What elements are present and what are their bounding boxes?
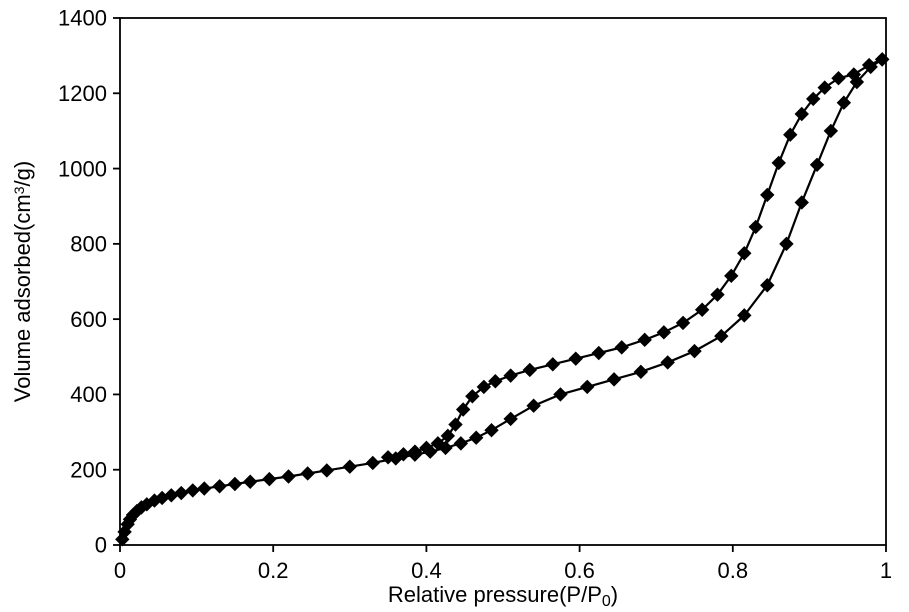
- svg-text:1400: 1400: [58, 6, 107, 31]
- svg-text:600: 600: [70, 307, 107, 332]
- isotherm-chart: 0 0.2 0.4 0.6 0.8 1 0 200 400 600 800 1000 1200 1400 R…: [0, 0, 909, 612]
- svg-text:0.6: 0.6: [564, 558, 595, 583]
- svg-text:0.8: 0.8: [718, 558, 749, 583]
- svg-text:400: 400: [70, 382, 107, 407]
- y-axis-label: Volume adsorbed(cm3/g): [10, 161, 35, 402]
- svg-text:0.4: 0.4: [411, 558, 442, 583]
- svg-text:0.2: 0.2: [258, 558, 289, 583]
- chart-svg: 0 0.2 0.4 0.6 0.8 1 0 200 400 600 800 1000 1200 1400 R…: [0, 0, 909, 612]
- svg-text:1000: 1000: [58, 156, 107, 181]
- svg-text:0: 0: [114, 558, 126, 583]
- svg-text:1: 1: [880, 558, 892, 583]
- svg-text:800: 800: [70, 232, 107, 257]
- svg-text:200: 200: [70, 457, 107, 482]
- svg-text:0: 0: [95, 533, 107, 558]
- x-axis-label: Relative pressure(P/P0): [388, 582, 618, 610]
- svg-text:1200: 1200: [58, 81, 107, 106]
